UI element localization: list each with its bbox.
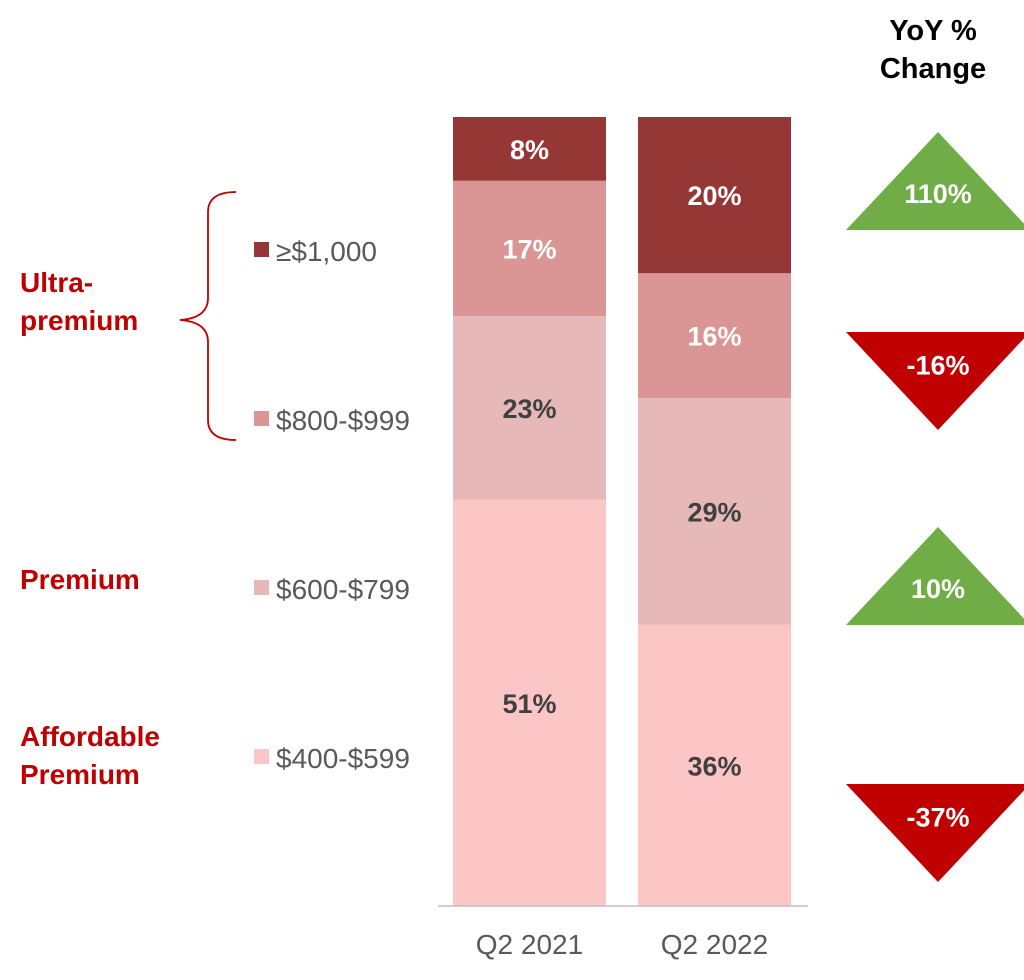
yoy-value-400-599: -37% [906,802,969,832]
group-label-affordable-premium-line-2: Premium [20,759,140,790]
bar-800-999-q2-2021 [453,180,606,317]
yoy-change-panel: YoY % Change 110% -16% 10% -37% [846,15,1024,882]
group-label-ultra-premium-line-2: premium [20,305,138,336]
group-label-ultra-premium-line-1: Ultra- [20,267,93,298]
legend-label-800-999: $800-$999 [276,405,410,436]
yoy-value-800-999: -16% [906,350,969,380]
data-label-ge-1-000-q2-2022: 20% [687,181,741,211]
bar-ge-1-000-q2-2022 [638,117,791,274]
ultra-premium-brace [179,191,237,441]
legend-swatch-600-799 [254,580,269,595]
data-label-800-999-q2-2021: 17% [502,235,556,265]
legend-swatch-ge-1-000 [254,242,269,257]
yoy-down-arrow-800-999 [846,332,1024,430]
bar-ge-1-000-q2-2021 [453,117,606,181]
yoy-value-ge-1-000: 110% [904,179,972,209]
yoy-title-line-1: YoY % [889,15,977,47]
yoy-up-arrow-600-799 [846,527,1024,625]
tier-groups: Ultra-premium Premium Affordable Premium [20,267,160,790]
legend-label-600-799: $600-$799 [276,574,410,605]
data-label-600-799-q2-2021: 23% [502,394,556,424]
data-label-400-599-q2-2021: 51% [502,689,556,719]
data-label-800-999-q2-2022: 16% [687,322,741,352]
legend-swatch-800-999 [254,411,269,426]
bar-400-599-q2-2021 [453,499,606,906]
data-label-600-799-q2-2022: 29% [687,498,741,528]
legend-label-ge-1-000: ≥$1,000 [276,236,377,267]
yoy-title-line-2: Change [880,53,986,85]
data-label-400-599-q2-2022: 36% [687,751,741,781]
group-label-premium-line-1: Premium [20,564,140,595]
bar-600-799-q2-2021 [453,316,606,500]
x-tick-label-q2-2021: Q2 2021 [476,929,583,960]
bar-600-799-q2-2022 [638,398,791,625]
x-axis-labels: Q2 2021 Q2 2022 [476,929,768,960]
yoy-up-arrow-ge-1-000 [846,132,1024,230]
group-label-affordable-premium-line-1: Affordable [20,721,160,752]
legend: $400-$599 $600-$799 $800-$999 ≥$1,000 [254,236,410,774]
bar-400-599-q2-2022 [638,624,791,906]
bar-800-999-q2-2022 [638,273,791,399]
yoy-down-arrow-400-599 [846,784,1024,882]
yoy-value-600-799: 10% [911,574,965,604]
data-label-ge-1-000-q2-2021: 8% [510,135,549,165]
bars-layer: 51% 23% 17% 8% 36% 29% 16% 20% [453,117,791,906]
legend-swatch-400-599 [254,749,269,764]
legend-label-400-599: $400-$599 [276,743,410,774]
x-tick-label-q2-2022: Q2 2022 [661,929,768,960]
